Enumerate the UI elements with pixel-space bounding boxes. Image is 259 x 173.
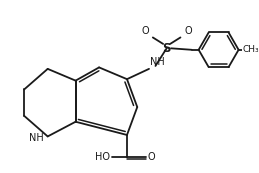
Text: NH: NH — [150, 57, 165, 67]
Text: O: O — [148, 152, 155, 162]
Text: O: O — [184, 26, 192, 36]
Text: HO: HO — [95, 152, 110, 162]
Text: O: O — [141, 26, 149, 36]
Text: CH₃: CH₃ — [243, 45, 259, 54]
Text: NH: NH — [30, 133, 44, 143]
Text: S: S — [162, 42, 171, 55]
